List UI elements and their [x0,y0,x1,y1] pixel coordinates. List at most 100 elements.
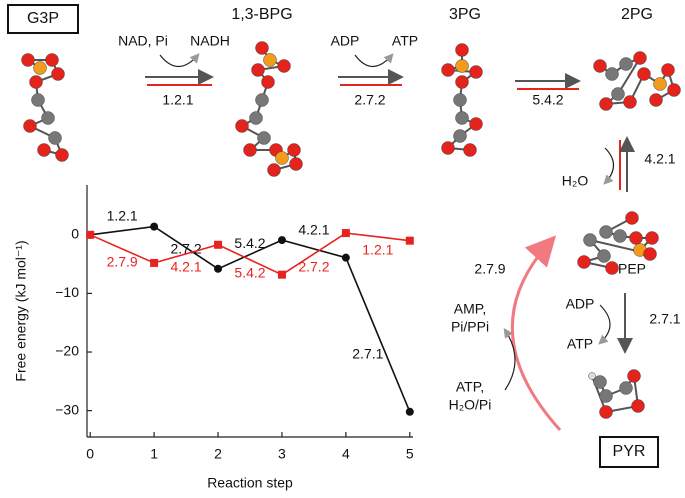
atom [33,61,47,75]
y-tick-label: 0 [71,226,79,242]
atom [469,65,483,79]
atom [463,143,477,157]
atom [583,233,597,247]
cofactor: ATP [567,336,593,352]
atom [599,405,613,419]
enzyme: 2.7.1 [649,311,680,327]
atom [667,83,681,97]
marker [405,236,414,245]
metabolite: PYR [613,443,646,460]
atom [277,59,291,73]
metabolite: PEP [618,261,646,277]
metabolite: 1,3-BPG [231,6,292,23]
atom [611,87,625,101]
cofactor: H₂O/Pi [449,397,492,413]
atom [599,389,613,403]
atom [243,143,257,157]
atom [623,95,637,109]
marker [341,229,350,238]
cofactor: AMP, [454,301,486,317]
atom [263,53,277,67]
x-tick-label: 4 [342,446,350,462]
bond [617,57,641,95]
atom [599,225,613,239]
segment-label: 1.2.1 [362,242,393,258]
atom [51,67,65,81]
atom [45,53,59,67]
y-tick-label: −30 [55,401,79,417]
atom [455,59,469,73]
atom [597,249,611,263]
atom [453,129,467,143]
series-line [89,232,410,276]
series-line [90,225,411,413]
atom [619,57,633,71]
atom [255,41,269,55]
cofactor: NAD, Pi [118,33,168,49]
y-tick-label: −20 [55,343,79,359]
atom [605,261,619,275]
segment-label: 1.2.1 [107,207,138,223]
cofactor: ADP [566,296,595,312]
atom [31,93,45,107]
x-tick-label: 1 [150,446,158,462]
x-tick-label: 2 [214,446,222,462]
atom [21,53,35,67]
metabolite: 3PG [449,6,481,23]
metabolite: G3P [27,10,59,27]
atom [261,75,275,89]
marker [277,270,286,279]
g3p-box [7,4,79,34]
marker [86,230,95,239]
atom [653,77,667,91]
atom [251,63,265,77]
segment-label: 4.2.1 [171,259,202,275]
atom [619,381,633,395]
atom [23,119,37,133]
atom [593,59,607,73]
enzyme: 2.7.2 [354,92,385,108]
atom [453,93,467,107]
marker [405,407,414,416]
marker [150,222,159,231]
atom [643,247,657,261]
enzyme: 4.2.1 [644,151,675,167]
atom [627,369,641,383]
segment-label: 4.2.1 [298,222,329,238]
marker [150,258,159,267]
cofactor: H₂O [562,173,589,189]
cofactor: ADP [331,33,360,49]
marker [277,236,286,245]
atom [633,51,647,65]
chart: Free energy (kJ mol⁻¹) Reaction step 0 −1… [13,185,414,491]
segment-label: 2.7.1 [352,345,383,361]
marker [341,253,350,262]
atom [249,111,263,125]
atom [625,211,639,225]
marker [214,264,223,273]
atom [441,63,455,77]
cofactor: NADH [190,33,230,49]
atom [605,67,619,81]
segment-label: 2.7.2 [298,259,329,275]
atom [287,143,301,157]
atom [613,229,627,243]
segment-label: 5.4.2 [234,235,265,251]
atom [235,119,249,133]
atom [48,131,62,145]
y-axis-label: Free energy (kJ mol⁻¹) [13,240,29,381]
atom [637,67,651,81]
x-tick-label: 5 [406,446,414,462]
atom [661,63,675,77]
atom [267,163,281,177]
cofactor-arrow [598,304,611,345]
atom [289,157,303,171]
atom [649,93,663,107]
cofactor: ATP, [456,379,484,395]
cofactor: ATP [392,33,418,49]
molecules [21,41,681,419]
segment-label: 2.7.9 [107,254,138,270]
arrow [511,235,562,432]
atom [257,131,271,145]
